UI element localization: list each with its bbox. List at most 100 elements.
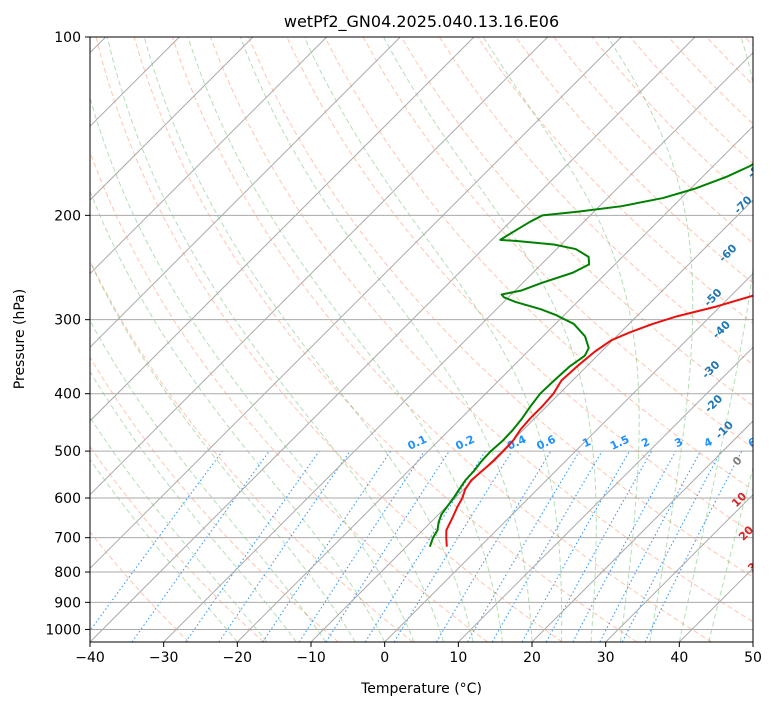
isotherm <box>163 51 753 642</box>
isotherm <box>236 125 753 642</box>
mixing-ratio-line <box>521 450 630 642</box>
moist-adiabat <box>90 319 327 642</box>
dry-adiabat <box>744 37 753 47</box>
moist-adiabat <box>187 37 504 642</box>
mixing-ratio-label: 1.5 <box>608 433 631 453</box>
dry-adiabat <box>439 37 753 366</box>
moist-adiabat <box>708 466 753 642</box>
isotherm <box>90 37 401 349</box>
isotherm-label: -40 <box>710 318 733 341</box>
mixing-ratio-line <box>262 450 392 642</box>
chart-title: wetPf2_GN04.2025.040.13.16.E06 <box>284 12 559 32</box>
dry-adiabat <box>95 37 563 642</box>
x-tick-label: −40 <box>75 650 105 666</box>
theta-e-label: 40 <box>763 581 775 601</box>
mixing-ratio-line <box>572 450 677 642</box>
mixing-ratio-label: 0.2 <box>454 433 477 453</box>
mixing-ratio-line <box>599 450 702 642</box>
dry-adiabat <box>591 37 753 204</box>
isotherm <box>752 641 753 642</box>
mixing-ratio-line <box>325 450 450 642</box>
moist-adiabat <box>90 458 238 642</box>
profile-line-2 <box>428 163 753 548</box>
y-tick-label: 500 <box>54 444 81 460</box>
y-tick-label: 300 <box>54 313 81 329</box>
isotherm-label: -10 <box>713 418 736 441</box>
theta-e-label: 30 <box>745 554 765 574</box>
dry-adiabat <box>248 37 753 578</box>
isotherm <box>90 37 696 642</box>
dry-adiabat <box>515 37 753 284</box>
dry-adiabat <box>400 37 753 407</box>
isotherm-label: -30 <box>699 358 722 381</box>
y-tick-label: 900 <box>54 595 81 611</box>
moist-adiabat <box>143 37 474 642</box>
mixing-ratio-label: 4 <box>702 435 715 450</box>
y-tick-label: 400 <box>54 387 81 403</box>
x-tick-label: 20 <box>523 650 541 666</box>
mixing-ratio-line <box>218 450 351 642</box>
x-axis-label: Temperature (°C) <box>360 681 482 697</box>
mixing-ratio-line <box>185 450 320 642</box>
x-tick-label: −10 <box>296 650 326 666</box>
y-tick-label: 200 <box>54 208 81 224</box>
moist-adiabat <box>383 37 597 642</box>
moist-adiabat <box>482 37 640 642</box>
x-tick-label: 40 <box>670 650 688 666</box>
isotherm-label: -60 <box>716 241 739 264</box>
isotherm-label: -20 <box>702 392 725 415</box>
y-axis: 100 200 300 400 500 600 700 800 900 1000 <box>45 30 90 638</box>
mixing-ratio-label: 0.1 <box>406 433 429 453</box>
isotherm <box>605 493 753 642</box>
isotherm <box>90 37 622 570</box>
mixing-ratio-label: 0.6 <box>535 433 558 453</box>
grid-lines <box>90 37 753 642</box>
isotherm <box>90 37 475 422</box>
y-tick-label: 100 <box>54 30 81 46</box>
isotherm <box>310 199 753 642</box>
isotherm <box>90 37 328 275</box>
mixing-ratio-label: 3 <box>673 435 685 450</box>
mixing-ratio-line <box>545 450 653 642</box>
mixing-ratio-line <box>90 450 223 632</box>
isotherm <box>90 37 549 496</box>
dry-adiabat <box>668 37 753 125</box>
dry-adiabat <box>362 37 753 449</box>
dry-adiabat <box>90 150 488 642</box>
isotherm-label: -70 <box>731 193 754 216</box>
dry-adiabat <box>90 259 414 642</box>
moist-adiabat <box>239 37 533 642</box>
dry-adiabat <box>133 37 638 642</box>
moist-adiabat <box>607 37 694 642</box>
mixing-ratio-line <box>644 450 743 642</box>
moist-adiabat <box>90 260 356 642</box>
isotherm-label: -90 <box>762 115 775 138</box>
y-tick-label: 800 <box>54 565 81 581</box>
y-tick-label: 600 <box>54 491 81 507</box>
x-tick-label: −20 <box>223 650 253 666</box>
mixing-ratio-label: 6 <box>746 435 759 450</box>
y-tick-label: 700 <box>54 531 81 547</box>
x-axis: −40 −30 −20 −10 0 10 20 30 40 50 <box>75 642 762 666</box>
background-lines <box>90 37 753 642</box>
x-tick-label: 10 <box>449 650 467 666</box>
mixing-ratio-line <box>131 450 270 642</box>
x-tick-label: −30 <box>149 650 179 666</box>
dry-adiabat <box>210 37 753 623</box>
isotherm <box>384 272 753 642</box>
moist-adiabat <box>106 37 445 642</box>
x-tick-label: 50 <box>744 650 762 666</box>
mixing-ratio-label: 2 <box>639 435 651 450</box>
mixing-ratio-line <box>467 450 580 642</box>
profile-line-1 <box>445 294 753 547</box>
dry-adiabat <box>90 531 190 642</box>
series-group <box>428 163 753 548</box>
x-tick-label: 30 <box>597 650 615 666</box>
dry-adiabat <box>171 37 712 642</box>
moist-adiabat <box>90 416 268 642</box>
moist-adiabat <box>90 189 386 642</box>
dry-adiabat <box>90 445 264 642</box>
isotherm <box>531 420 753 642</box>
x-tick-label: 0 <box>380 650 389 666</box>
